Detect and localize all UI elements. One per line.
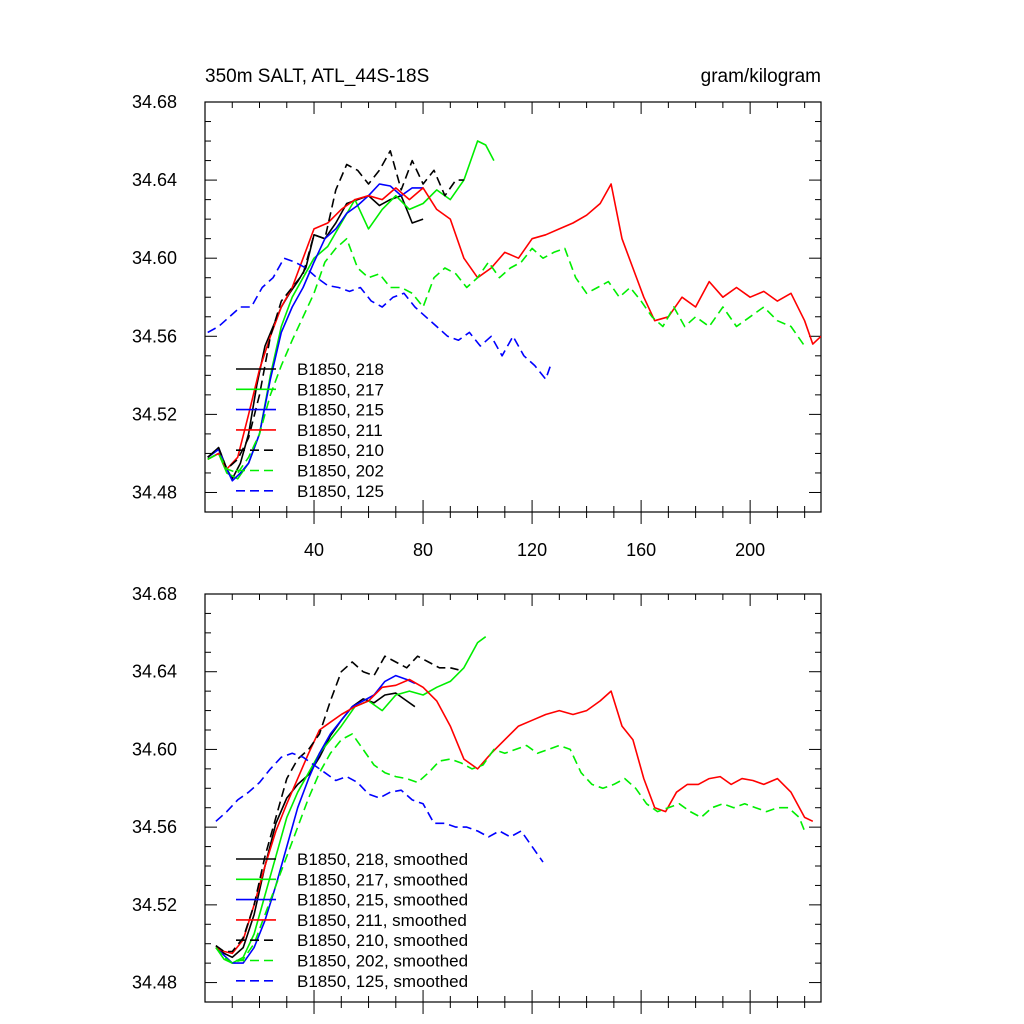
- x-tick-label: 200: [735, 540, 765, 560]
- series-line: [215, 636, 487, 964]
- y-tick-label: 34.60: [132, 248, 177, 268]
- units-label: gram/kilogram: [701, 66, 821, 87]
- legend-label: B1850, 210, smoothed: [297, 931, 468, 950]
- legend-label: B1850, 217: [297, 380, 384, 399]
- y-tick-label: 34.68: [132, 584, 177, 604]
- series-line: [215, 678, 814, 955]
- y-tick-label: 34.52: [132, 404, 177, 424]
- legend-label: B1850, 218, smoothed: [297, 850, 468, 869]
- series-line: [207, 237, 806, 474]
- x-tick-label: 160: [626, 540, 656, 560]
- x-tick-label: 120: [517, 540, 547, 560]
- y-tick-label: 34.56: [132, 326, 177, 346]
- y-tick-label: 34.64: [132, 662, 177, 682]
- legend-label: B1850, 215: [297, 401, 384, 420]
- y-tick-label: 34.64: [132, 170, 177, 190]
- plot-frame: [204, 101, 822, 513]
- legend-label: B1850, 210: [297, 441, 384, 460]
- legend-label: B1850, 202: [297, 462, 384, 481]
- series-line: [215, 752, 544, 863]
- legend-label: B1850, 211: [297, 421, 383, 440]
- bottom-panel: 34.48 34.52 34.56 34.60 34.64 34.68 B1850, 218…: [132, 584, 822, 1014]
- series-line: [207, 194, 424, 480]
- legend-label: B1850, 215, smoothed: [297, 891, 468, 910]
- y-tick-label: 34.48: [132, 482, 177, 502]
- y-tick-label: 34.60: [132, 739, 177, 759]
- legend-label: B1850, 217, smoothed: [297, 870, 468, 889]
- legend-label: B1850, 218: [297, 360, 384, 379]
- chart-title: 350m SALT, ATL_44S-18S: [205, 66, 429, 87]
- series-line: [207, 257, 552, 381]
- x-tick-label: 80: [413, 540, 433, 560]
- y-tick-label: 34.68: [132, 92, 177, 112]
- y-tick-label: 34.52: [132, 895, 177, 915]
- series-line: [207, 183, 821, 470]
- legend-label: B1850, 125: [297, 482, 384, 501]
- series-line: [207, 183, 424, 482]
- legend-label: B1850, 202, smoothed: [297, 952, 468, 971]
- legend-label: B1850, 125, smoothed: [297, 972, 468, 991]
- series-line: [207, 150, 464, 470]
- series-line: [215, 733, 806, 964]
- plot-frame: [204, 593, 822, 1003]
- x-tick-label: 40: [304, 540, 324, 560]
- top-panel: 34.48 34.52 34.56 34.60 34.64 34.68 40 80 120 160…: [132, 66, 822, 560]
- legend-label: B1850, 211, smoothed: [297, 911, 467, 930]
- series-line: [215, 655, 459, 953]
- y-tick-label: 34.56: [132, 817, 177, 837]
- y-tick-label: 34.48: [132, 973, 177, 993]
